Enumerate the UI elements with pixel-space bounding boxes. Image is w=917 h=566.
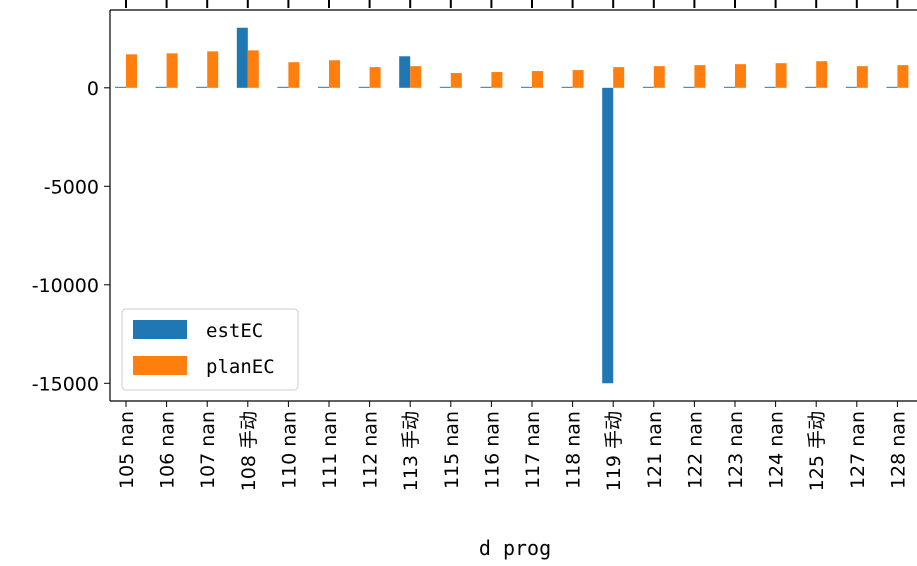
bar-planEC-18 [856,66,868,88]
legend-swatch-estEC [133,320,187,339]
y-axis-ticks: 0 -5000 -10000 -15000 [32,78,110,395]
bar-planEC-19 [897,65,909,88]
x-tick-label-5: 111 nan [319,411,341,489]
axes-group [109,9,917,402]
bar-estEC-9 [480,86,492,88]
x-tick-label-8: 115 nan [441,411,463,489]
x-tick-label-6: 112 nan [360,411,382,489]
bar-estEC-19 [886,86,898,88]
y-tick-label-1: -5000 [44,176,99,198]
bar-planEC-11 [572,70,584,88]
bar-estEC-10 [521,86,532,88]
bar-estEC-6 [358,86,370,88]
x-tick-label-1: 106 nan [157,411,179,489]
bar-estEC-7 [399,56,411,88]
bar-planEC-5 [329,60,340,88]
bar-estEC-12 [602,87,614,384]
x-axis-ticks: 105 nan 106 nan 107 nan 108 手动 110 nan 111 na… [116,401,909,491]
x-tick-label-11: 118 nan [563,411,585,489]
y-tick-label-2: -10000 [32,275,99,297]
x-tick-label-15: 123 nan [725,411,747,489]
bar-estEC-14 [683,86,695,88]
y-tick-label-3: -15000 [32,373,99,395]
x-tick-label-7: 113 手动 [400,411,422,491]
bar-estEC-2 [196,86,208,88]
bar-estEC-0 [115,86,126,88]
legend-label-planEC: planEC [206,356,275,378]
bar-planEC-16 [775,63,787,88]
bar-planEC-15 [735,64,746,88]
x-tick-label-13: 121 nan [644,411,666,489]
bar-planEC-10 [532,71,543,88]
bar-planEC-2 [207,51,219,88]
bar-estEC-17 [805,86,817,88]
x-tick-label-14: 122 nan [684,411,706,489]
x-tick-label-17: 125 手动 [806,411,828,491]
bar-estEC-4 [277,86,289,88]
bar-planEC-7 [410,66,422,88]
bar-estEC-13 [642,86,654,88]
bars-group [115,27,909,384]
x-tick-label-19: 128 nan [887,411,909,489]
x-tick-label-4: 110 nan [278,411,300,489]
x-tick-label-9: 116 nan [481,411,503,489]
legend-swatch-planEC [133,356,187,375]
bar-planEC-4 [288,62,300,88]
bar-estEC-8 [439,86,451,88]
top-tick-marks [125,0,899,8]
x-tick-label-0: 105 nan [116,411,138,489]
bar-estEC-11 [561,86,573,88]
legend: estEC planEC [121,308,299,391]
x-axis-label: d prog [479,536,551,560]
x-tick-label-18: 127 nan [847,411,869,489]
bar-planEC-1 [166,53,178,88]
legend-label-estEC: estEC [206,320,263,342]
x-tick-label-2: 107 nan [197,411,219,489]
bar-planEC-6 [369,67,381,88]
x-tick-label-3: 108 手动 [238,411,260,491]
x-tick-label-10: 117 nan [522,411,544,489]
bar-estEC-5 [318,86,329,88]
bar-planEC-13 [653,66,665,88]
bar-estEC-18 [845,86,857,88]
bar-planEC-14 [694,65,706,88]
bar-estEC-1 [155,86,167,88]
bar-planEC-0 [126,54,137,88]
bar-planEC-8 [450,73,462,88]
y-tick-label-0: 0 [87,78,99,100]
bar-planEC-3 [247,50,259,88]
x-tick-label-12: 119 手动 [603,411,625,491]
bar-planEC-9 [491,72,503,88]
x-tick-label-16: 124 nan [766,411,788,489]
bar-planEC-12 [613,67,625,88]
bar-estEC-15 [724,86,735,88]
bar-estEC-3 [236,27,248,88]
bar-planEC-17 [816,61,828,88]
bar-estEC-16 [764,86,776,88]
